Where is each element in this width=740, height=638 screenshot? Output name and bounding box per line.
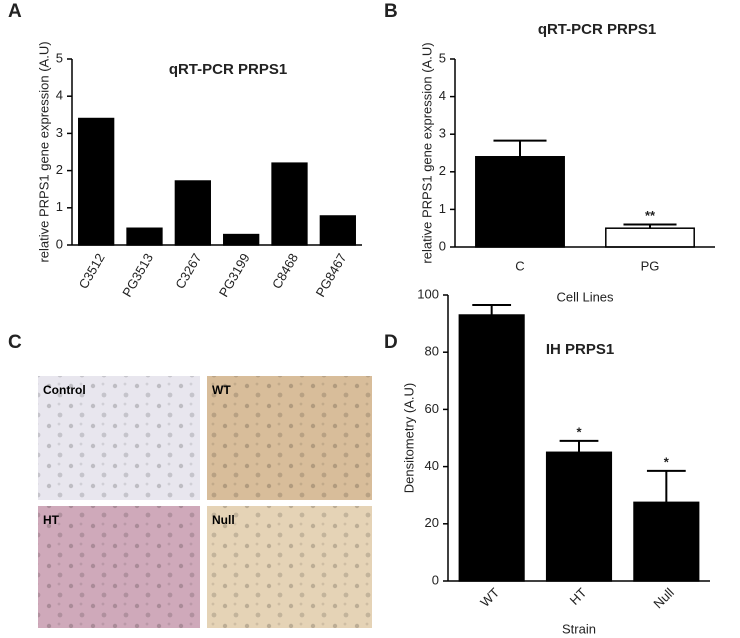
- bar: [78, 117, 115, 246]
- y-tick-label: 0: [56, 236, 63, 251]
- significance-marker: *: [576, 424, 582, 439]
- micrograph-label: HT: [43, 513, 60, 527]
- y-tick-label: 5: [439, 50, 446, 65]
- y-tick-label: 1: [439, 201, 446, 216]
- bar: [271, 162, 308, 246]
- micrograph-label: WT: [212, 383, 231, 397]
- x-tick-label: HT: [567, 585, 590, 608]
- micrograph-texture: [207, 376, 372, 500]
- x-tick-label: PG3513: [119, 251, 156, 300]
- micrograph-texture: [38, 376, 200, 500]
- micrograph-label: Null: [212, 513, 235, 527]
- y-tick-label: 40: [425, 458, 439, 473]
- bar: [475, 156, 565, 248]
- micrograph-texture: [207, 506, 372, 628]
- micrograph-panel: Control WT HT Null: [38, 376, 372, 628]
- significance-marker: *: [664, 454, 670, 469]
- chart-title: qRT-PCR PRPS1: [538, 21, 656, 38]
- y-tick-label: 4: [56, 88, 63, 103]
- panel-letter: B: [384, 1, 398, 22]
- bar: [605, 227, 695, 248]
- x-tick-label: WT: [477, 585, 502, 610]
- x-tick-label: C8468: [269, 251, 301, 292]
- bar: [545, 451, 613, 582]
- y-tick-label: 0: [432, 572, 439, 587]
- x-axis-label: Cell Lines: [556, 289, 614, 304]
- x-tick-label: C3267: [172, 251, 204, 292]
- y-tick-label: 3: [56, 125, 63, 140]
- bar: [126, 227, 163, 246]
- y-tick-label: 100: [417, 286, 439, 301]
- x-tick-label: C: [515, 258, 524, 273]
- bar: [223, 233, 260, 246]
- x-tick-label: PG8467: [313, 251, 350, 300]
- y-axis-label: Densitometry (A.U): [401, 383, 416, 494]
- x-tick-label: PG: [641, 258, 660, 273]
- chart-title: IH PRPS1: [546, 341, 614, 358]
- micrograph-label: Control: [43, 383, 86, 397]
- significance-marker: **: [645, 208, 656, 223]
- bar: [458, 314, 525, 582]
- x-tick-label: C3512: [76, 251, 108, 292]
- chart-title: qRT-PCR PRPS1: [169, 61, 287, 78]
- y-tick-label: 60: [425, 401, 439, 416]
- bar: [633, 501, 700, 582]
- bar: [174, 180, 211, 246]
- y-axis-label: relative PRPS1 gene expression (A.U): [36, 41, 51, 262]
- y-tick-label: 1: [56, 199, 63, 214]
- panel-letter: A: [8, 1, 22, 22]
- x-tick-label: PG3199: [216, 251, 253, 300]
- y-axis-label: relative PRPS1 gene expression (A.U): [419, 42, 434, 263]
- y-tick-label: 5: [56, 50, 63, 65]
- micrograph-texture: [38, 506, 200, 628]
- y-tick-label: 3: [439, 126, 446, 141]
- y-tick-label: 2: [439, 163, 446, 178]
- y-tick-label: 80: [425, 344, 439, 359]
- x-tick-label: Null: [650, 585, 677, 612]
- panel-letter: C: [8, 332, 22, 353]
- y-tick-label: 4: [439, 88, 446, 103]
- x-axis-label: Strain: [562, 621, 596, 636]
- y-tick-label: 0: [439, 238, 446, 253]
- y-tick-label: 2: [56, 162, 63, 177]
- y-tick-label: 20: [425, 515, 439, 530]
- panel-letter: D: [384, 332, 398, 353]
- bar: [319, 215, 356, 246]
